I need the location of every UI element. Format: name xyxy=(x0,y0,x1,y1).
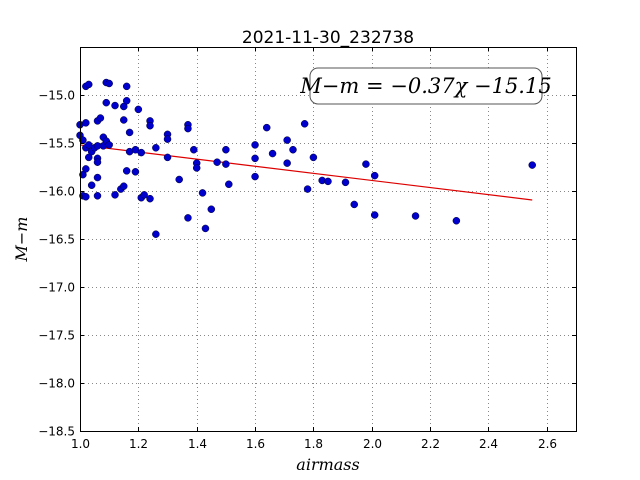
data-point xyxy=(137,148,146,157)
annotation-text: M−m = −0.37χ −15.15 xyxy=(299,74,551,98)
data-point xyxy=(111,191,119,199)
data-point xyxy=(93,192,102,200)
data-point xyxy=(120,116,128,124)
y-axis-label: M−m xyxy=(12,217,31,263)
data-point xyxy=(96,114,105,122)
data-point xyxy=(528,161,536,169)
data-point xyxy=(222,160,230,168)
data-point xyxy=(82,165,90,173)
data-point xyxy=(105,141,113,149)
data-point xyxy=(283,159,291,167)
data-point xyxy=(201,224,210,233)
grid xyxy=(80,47,576,431)
y-tick-label: −17.5 xyxy=(38,329,75,343)
data-point xyxy=(251,141,259,149)
data-point xyxy=(411,212,420,220)
data-point xyxy=(184,124,192,133)
data-point xyxy=(300,120,309,128)
data-point xyxy=(350,200,359,209)
y-tick-label: −16.5 xyxy=(38,233,75,247)
data-point xyxy=(85,80,93,89)
x-tick-label: 2.0 xyxy=(363,437,382,451)
data-point xyxy=(190,145,198,154)
data-point xyxy=(93,173,102,182)
equation-annotation: M−m = −0.37χ −15.15 xyxy=(299,67,552,105)
data-point xyxy=(341,178,350,187)
data-point xyxy=(213,158,221,166)
x-tick-label: 2.6 xyxy=(538,437,557,451)
data-point xyxy=(146,194,154,203)
data-point xyxy=(82,193,90,201)
y-tick-label: −16.0 xyxy=(38,185,75,199)
data-point xyxy=(262,123,271,132)
y-tick-label: −18.0 xyxy=(38,377,75,391)
x-tick-label: 1.8 xyxy=(304,437,323,451)
x-tick-label: 2.4 xyxy=(479,437,498,451)
data-point xyxy=(111,101,119,110)
x-tick-label: 1.4 xyxy=(188,437,207,451)
x-tick-label: 1.0 xyxy=(71,437,90,451)
data-point xyxy=(370,171,379,180)
data-point xyxy=(134,105,143,114)
y-tick-label: −18.5 xyxy=(38,425,75,439)
data-point xyxy=(184,214,192,222)
data-point xyxy=(370,211,379,219)
data-point xyxy=(222,145,230,154)
chart-title: 2021-11-30_232738 xyxy=(242,28,414,48)
x-axis-label: airmass xyxy=(296,455,359,474)
data-point xyxy=(283,136,291,144)
data-point xyxy=(251,172,259,181)
data-point xyxy=(251,154,259,163)
data-point xyxy=(163,135,172,143)
data-point xyxy=(140,191,148,199)
data-point xyxy=(87,181,96,189)
data-point xyxy=(175,175,183,184)
data-point xyxy=(146,121,154,130)
data-point xyxy=(268,149,277,158)
data-point xyxy=(82,119,90,127)
y-tick-label: −15.5 xyxy=(38,137,75,151)
data-point xyxy=(362,160,370,168)
data-point xyxy=(324,177,332,186)
data-point xyxy=(122,167,131,175)
data-point xyxy=(105,79,113,88)
x-tick-label: 2.2 xyxy=(421,437,440,451)
x-tick-label: 1.2 xyxy=(129,437,148,451)
data-point xyxy=(93,158,102,166)
data-point xyxy=(207,205,216,213)
data-point xyxy=(122,82,131,91)
data-point xyxy=(192,164,201,172)
data-point xyxy=(125,128,134,137)
data-point xyxy=(152,144,160,152)
axis-ticks: 1.0 1.2 1.4 1.6 1.8 2.0 2.2 2.4 2.6 −15.0 −15.5 −16… xyxy=(38,47,576,451)
data-point xyxy=(152,230,160,238)
data-point xyxy=(225,180,233,189)
data-point xyxy=(102,98,111,107)
data-points xyxy=(76,78,536,238)
x-tick-label: 1.6 xyxy=(246,437,265,451)
y-tick-label: −15.0 xyxy=(38,89,75,103)
fit-line xyxy=(79,144,533,201)
data-point xyxy=(131,168,140,176)
plot-frame xyxy=(80,47,577,432)
data-point xyxy=(309,153,318,162)
data-point xyxy=(122,97,131,105)
annotation-box xyxy=(309,67,543,105)
data-point xyxy=(120,182,128,190)
data-point xyxy=(163,153,172,162)
y-tick-label: −17.0 xyxy=(38,281,75,295)
data-point xyxy=(452,217,461,225)
data-point xyxy=(303,185,312,193)
data-point xyxy=(198,189,207,197)
data-point xyxy=(289,145,297,154)
fit-line-group xyxy=(79,144,533,201)
